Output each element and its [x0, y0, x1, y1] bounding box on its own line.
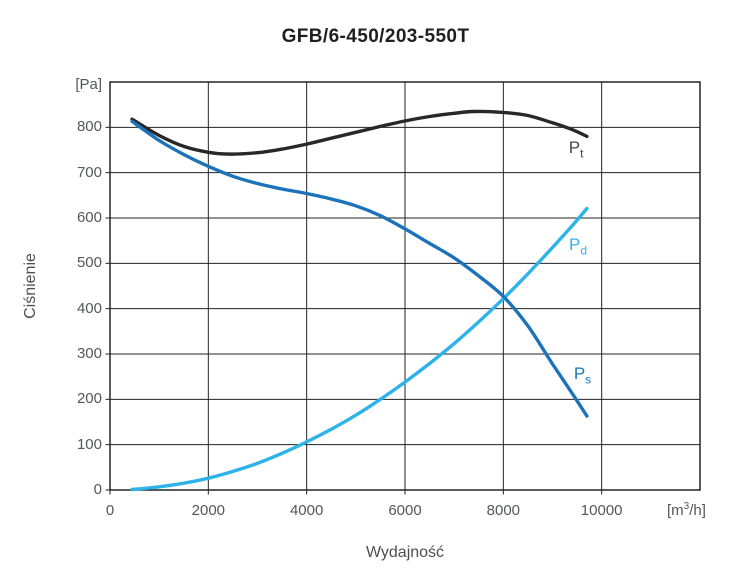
y-axis-title-text: Ciśnienie — [22, 253, 39, 319]
x-axis-title: Wydajność — [365, 544, 445, 561]
x-tick-label: 2000 — [191, 502, 226, 519]
curve-label-Ps: Ps — [573, 364, 592, 387]
y-tick-label: 200 — [76, 390, 102, 408]
y-tick-label: 600 — [76, 209, 102, 226]
x-tick-label: 0 — [105, 502, 115, 519]
curve-Pt — [130, 109, 589, 156]
y-tick-label: 0 — [93, 481, 102, 498]
x-unit-superscript: 3 — [683, 501, 690, 512]
y-tick-label: 100 — [76, 435, 102, 453]
x-tick-label: 10000 — [580, 502, 623, 519]
y-tick-label: 300 — [76, 345, 102, 362]
y-tick-label: 500 — [76, 254, 102, 272]
y-axis-unit-label: [Pa] — [75, 76, 102, 93]
curve-Pd — [130, 206, 589, 492]
y-tick-label: 400 — [76, 299, 102, 317]
x-tick-label: 4000 — [289, 502, 324, 519]
y-tick-label: 800 — [76, 118, 102, 136]
curve-label-Pd: Pd — [569, 235, 588, 258]
curve-Ps — [130, 119, 589, 418]
x-tick-label: 8000 — [486, 502, 521, 519]
x-axis-unit-label: [m3/h] — [667, 502, 747, 520]
chart-title: GFB/6-450/203-550T — [281, 26, 470, 47]
curve-label-subscript: s — [585, 372, 592, 387]
curve-label-subscript: d — [580, 243, 588, 258]
curve-label-subscript: t — [580, 146, 584, 161]
curve-label-Pt: Pt — [568, 137, 584, 161]
plot-border — [109, 81, 701, 491]
x-unit-suffix: /h] — [689, 502, 706, 519]
y-tick-label: 700 — [76, 163, 102, 181]
x-unit-prefix: [m — [667, 502, 684, 519]
x-tick-label: 6000 — [388, 502, 422, 519]
